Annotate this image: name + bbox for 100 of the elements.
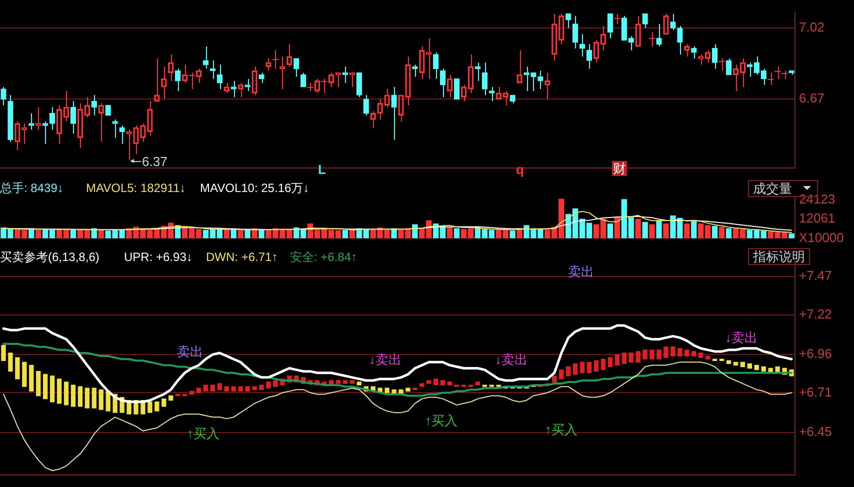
- bar: [566, 366, 571, 376]
- text: 成交量: [753, 181, 792, 196]
- bar: [635, 218, 641, 238]
- bar: [628, 352, 634, 362]
- candlestick: [440, 68, 446, 98]
- bar: [475, 382, 480, 386]
- bar: [446, 227, 453, 238]
- bar: [420, 383, 424, 387]
- bar: [342, 230, 348, 238]
- bar: [788, 233, 794, 238]
- bar: [98, 389, 104, 410]
- candlestick: [760, 68, 766, 86]
- bar: [84, 388, 90, 408]
- bar: [454, 228, 460, 238]
- bar: [684, 350, 690, 356]
- bar: [336, 380, 341, 384]
- bar: [426, 380, 432, 384]
- bar: [607, 224, 614, 238]
- bar: [706, 356, 710, 360]
- bar: [406, 388, 410, 392]
- bar: [350, 380, 354, 384]
- bar: [608, 357, 613, 368]
- candlestick: [202, 46, 209, 70]
- text: MAVOL5: 182911↓: [86, 181, 186, 196]
- bar: [552, 376, 557, 382]
- candlestick: [712, 44, 718, 70]
- bar: [224, 230, 230, 238]
- bar: [573, 363, 578, 375]
- bar: [168, 395, 174, 401]
- bar: [754, 364, 759, 370]
- bar: [691, 221, 697, 238]
- candlestick: [774, 66, 782, 80]
- bar: [684, 224, 690, 238]
- annotation: DWN: +6.71↑: [206, 250, 278, 265]
- candlestick: [28, 112, 34, 130]
- annotation: 指标说明: [748, 248, 810, 265]
- bar: [78, 386, 83, 407]
- y-tick-label: +6.45: [799, 424, 832, 440]
- bar: [342, 380, 348, 384]
- candlestick: [175, 68, 181, 92]
- candlestick: [119, 125, 125, 144]
- bar: [36, 230, 42, 238]
- bar: [586, 362, 592, 374]
- candlestick: [670, 13, 676, 31]
- bar: [559, 369, 564, 380]
- bar: [642, 222, 648, 238]
- candlestick: [300, 72, 306, 88]
- bar: [622, 352, 626, 364]
- bar: [650, 350, 654, 360]
- candlestick: [70, 100, 76, 134]
- bar: [412, 224, 418, 238]
- bar: [245, 386, 250, 392]
- bar: [692, 351, 696, 356]
- bar: [580, 362, 585, 374]
- annotation: 财: [612, 161, 627, 176]
- candlestick: [614, 13, 621, 24]
- bar: [656, 350, 662, 360]
- candlestick: [767, 72, 774, 86]
- candlestick: [433, 52, 439, 80]
- candlestick: [530, 72, 536, 92]
- bar: [391, 228, 397, 238]
- y-tick-label: 6.67: [799, 90, 824, 106]
- bar: [15, 357, 20, 380]
- bar: [656, 220, 662, 238]
- bar: [43, 374, 48, 400]
- bar: [259, 384, 264, 390]
- bar: [162, 398, 166, 407]
- annotation: L: [318, 162, 326, 177]
- candlestick: [230, 80, 236, 98]
- bar: [56, 378, 62, 404]
- annotation: 安全: +6.84↑: [290, 250, 358, 265]
- bar: [1, 345, 6, 361]
- candlestick: [244, 78, 250, 92]
- y-tick-label: +6.96: [799, 346, 832, 362]
- candlestick: [656, 23, 662, 47]
- bar: [614, 217, 620, 238]
- bar: [356, 382, 362, 386]
- bar: [252, 228, 258, 238]
- bar: [712, 226, 718, 238]
- bar: [747, 363, 752, 369]
- bar: [447, 382, 452, 386]
- bar: [70, 230, 76, 238]
- bar: [258, 230, 264, 238]
- candlestick: [566, 14, 572, 29]
- bar: [614, 354, 620, 366]
- candlestick: [349, 72, 355, 88]
- bar: [726, 360, 732, 364]
- bar: [740, 362, 746, 368]
- bar: [594, 360, 599, 372]
- bar: [203, 384, 208, 392]
- bar: [649, 224, 655, 238]
- bar: [244, 230, 250, 238]
- bar: [733, 362, 738, 366]
- candlestick: [677, 26, 683, 55]
- candlestick: [391, 86, 397, 140]
- bar: [761, 366, 766, 372]
- annotation: 卖出: [177, 344, 203, 359]
- bar: [434, 378, 438, 386]
- y-tick-label: 12061: [799, 210, 836, 226]
- bar: [698, 352, 704, 358]
